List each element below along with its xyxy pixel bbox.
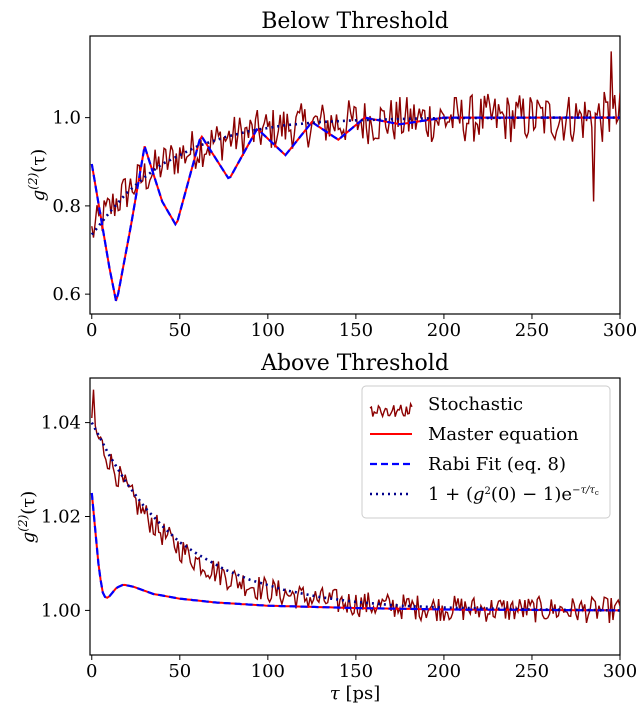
x-tick-label: 300	[603, 320, 637, 341]
x-tick-label: 50	[168, 661, 191, 682]
x-tick-label: 0	[86, 661, 97, 682]
y-axis-label: g(2)(τ)	[16, 491, 39, 544]
chart-title: Below Threshold	[261, 9, 449, 34]
x-tick-label: 100	[251, 320, 285, 341]
y-tick-label: 0.6	[52, 284, 81, 305]
series-rabi-fit	[90, 492, 620, 612]
legend-label-master-equation: Master equation	[428, 424, 579, 445]
x-tick-label: 50	[168, 320, 191, 341]
series-rabi-fit	[90, 116, 620, 302]
x-tick-label: 0	[86, 320, 97, 341]
y-tick-label: 0.8	[52, 196, 81, 217]
x-axis-ticks: 0 50 100 150 200 250 300	[86, 655, 637, 682]
x-axis-ticks: 0 50 100 150 200 250 300	[86, 314, 637, 341]
legend-label-stochastic: Stochastic	[428, 394, 523, 415]
y-tick-label: 1.0	[52, 108, 81, 129]
legend-box	[361, 385, 611, 519]
legend-label-rabi-fit: Rabi Fit (eq. 8)	[428, 454, 566, 475]
x-tick-label: 250	[515, 320, 549, 341]
panel-below-threshold: Below Threshold 0 50 100 150 200 250 300 0.60.…	[26, 9, 637, 341]
x-tick-label: 200	[427, 661, 461, 682]
x-tick-label: 200	[427, 320, 461, 341]
plot-frame	[89, 35, 621, 315]
series-stochastic	[91, 389, 620, 624]
y-tick-label: 1.02	[41, 507, 81, 528]
y-tick-label: 1.04	[41, 413, 81, 434]
series-exponential-fit	[90, 421, 620, 612]
y-tick-label: 1.00	[41, 600, 81, 621]
x-tick-label: 250	[515, 661, 549, 682]
x-tick-label: 300	[603, 661, 637, 682]
x-axis-label: τ [ps]	[330, 683, 381, 704]
x-tick-label: 150	[339, 320, 373, 341]
y-axis-ticks: 0.6 0.8 1.0	[52, 108, 90, 305]
x-tick-label: 150	[339, 661, 373, 682]
x-tick-label: 100	[251, 661, 285, 682]
series-master-equation	[90, 116, 620, 302]
y-axis-ticks: 1.00 1.02 1.04	[41, 413, 90, 621]
series-stochastic	[91, 51, 620, 238]
legend-swatch-stochastic	[369, 401, 413, 419]
series-exponential-fit	[90, 116, 620, 236]
legend: Stochastic Master equation Rabi Fit (eq.…	[361, 385, 611, 519]
chart-title: Above Threshold	[260, 351, 449, 376]
y-axis-label: g(2)(τ)	[26, 149, 49, 202]
legend-label-exponential-fit: 1 + (g2(0) − 1)e−τ/τc	[428, 484, 599, 505]
panel-above-threshold: Above Threshold 0 50 100 150 200 250 300 1.001…	[16, 351, 637, 704]
